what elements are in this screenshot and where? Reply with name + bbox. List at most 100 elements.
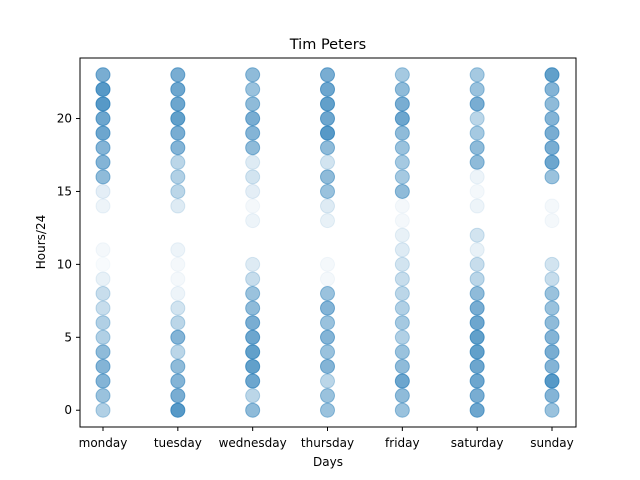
scatter-point-friday-7 [394,300,410,316]
scatter-point-monday-10 [96,257,110,271]
scatter-point-thursday-21 [320,96,335,112]
scatter-point-thursday-3 [320,358,335,374]
scatter-point-tuesday-20 [170,111,186,127]
scatter-point-sunday-18 [544,140,560,156]
scatter-point-monday-3 [95,358,111,374]
scatter-point-wednesday-3 [245,358,261,374]
x-tick-label: thursday [301,436,354,450]
scatter-point-monday-1 [95,388,111,404]
scatter-point-monday-16 [95,169,111,185]
scatter-point-friday-2 [394,373,410,389]
y-tick-label: 5 [64,330,72,344]
scatter-point-saturday-9 [469,271,485,287]
scatter-point-tuesday-18 [170,140,186,156]
scatter-point-sunday-6 [544,315,560,331]
scatter-point-thursday-0 [320,402,335,418]
scatter-point-saturday-19 [469,125,485,141]
scatter-point-thursday-10 [320,256,335,272]
scatter-point-monday-4 [95,344,111,360]
scatter-point-saturday-17 [469,154,485,170]
scatter-point-monday-8 [95,286,111,302]
scatter-point-saturday-8 [469,286,485,302]
scatter-point-monday-0 [95,402,111,418]
y-axis-ticks: 0 5 10 15 20 [57,112,80,417]
x-tick-label: sunday [530,436,574,450]
scatter-point-thursday-20 [320,111,335,127]
scatter-point-thursday-5 [320,329,335,345]
scatter-point-monday-19 [95,125,111,141]
scatter-point-wednesday-8 [245,286,261,302]
scatter-point-friday-6 [394,315,410,331]
scatter-point-friday-8 [394,286,410,302]
scatter-point-friday-9 [394,271,410,287]
scatter-point-sunday-14 [544,198,560,214]
scatter-point-wednesday-21 [245,96,261,112]
scatter-point-saturday-14 [469,198,485,214]
scatter-point-tuesday-5 [170,329,186,345]
scatter-point-saturday-16 [469,169,485,185]
scatter-point-tuesday-2 [170,373,186,389]
x-axis-label: Days [313,455,343,469]
scatter-point-sunday-0 [544,402,560,418]
x-tick-label: monday [79,436,128,450]
scatter-point-monday-7 [95,300,111,316]
scatter-point-wednesday-10 [245,256,261,272]
scatter-point-wednesday-14 [245,198,261,214]
scatter-point-tuesday-3 [170,358,186,374]
scatter-point-tuesday-15 [170,183,186,199]
scatter-point-sunday-4 [544,344,560,360]
scatter-point-sunday-21 [544,96,560,112]
x-tick-label: tuesday [154,436,202,450]
scatter-point-monday-9 [95,271,111,287]
scatter-point-friday-22 [394,81,410,97]
scatter-point-saturday-11 [469,242,485,258]
scatter-point-sunday-5 [544,329,560,345]
scatter-point-friday-13 [394,213,410,229]
scatter-point-thursday-23 [320,67,335,83]
scatter-point-saturday-4 [469,344,485,360]
scatter-point-saturday-12 [469,227,485,243]
scatter-point-sunday-20 [544,111,560,127]
scatter-point-wednesday-6 [245,315,261,331]
scatter-point-tuesday-14 [170,198,186,214]
scatter-point-wednesday-15 [245,183,261,199]
scatter-point-friday-23 [394,67,410,83]
scatter-point-thursday-7 [320,300,335,316]
scatter-point-friday-15 [394,183,410,199]
scatter-point-tuesday-6 [170,315,186,331]
scatter-point-saturday-20 [469,111,485,127]
scatter-point-friday-16 [394,169,410,185]
scatter-point-monday-14 [95,198,111,214]
scatter-point-saturday-0 [469,402,485,418]
scatter-point-saturday-22 [469,81,485,97]
scatter-point-tuesday-1 [170,388,186,404]
scatter-point-sunday-8 [544,286,560,302]
scatter-point-wednesday-18 [245,140,261,156]
scatter-point-saturday-7 [469,300,485,316]
scatter-point-saturday-18 [469,140,485,156]
scatter-point-monday-6 [95,315,111,331]
scatter-point-saturday-5 [469,329,485,345]
scatter-point-sunday-9 [544,271,560,287]
y-axis-label: Hours/24 [34,215,48,269]
scatter-point-saturday-21 [469,96,485,112]
scatter-point-tuesday-8 [170,286,186,302]
scatter-point-monday-5 [95,329,111,345]
scatter-point-thursday-6 [320,315,335,331]
scatter-point-wednesday-1 [245,388,261,404]
scatter-point-tuesday-16 [170,169,186,185]
scatter-point-wednesday-22 [245,81,261,97]
scatter-point-saturday-2 [469,373,485,389]
scatter-point-sunday-3 [544,358,560,374]
scatter-point-thursday-22 [320,81,335,97]
scatter-point-saturday-15 [469,183,485,199]
scatter-point-wednesday-5 [245,329,261,345]
x-tick-label: wednesday [219,436,287,450]
scatter-point-thursday-15 [320,183,335,199]
scatter-point-friday-12 [394,227,410,243]
scatter-point-wednesday-23 [245,67,261,83]
scatter-point-thursday-19 [320,125,335,141]
scatter-point-wednesday-16 [245,169,261,185]
scatter-point-thursday-4 [320,344,335,360]
